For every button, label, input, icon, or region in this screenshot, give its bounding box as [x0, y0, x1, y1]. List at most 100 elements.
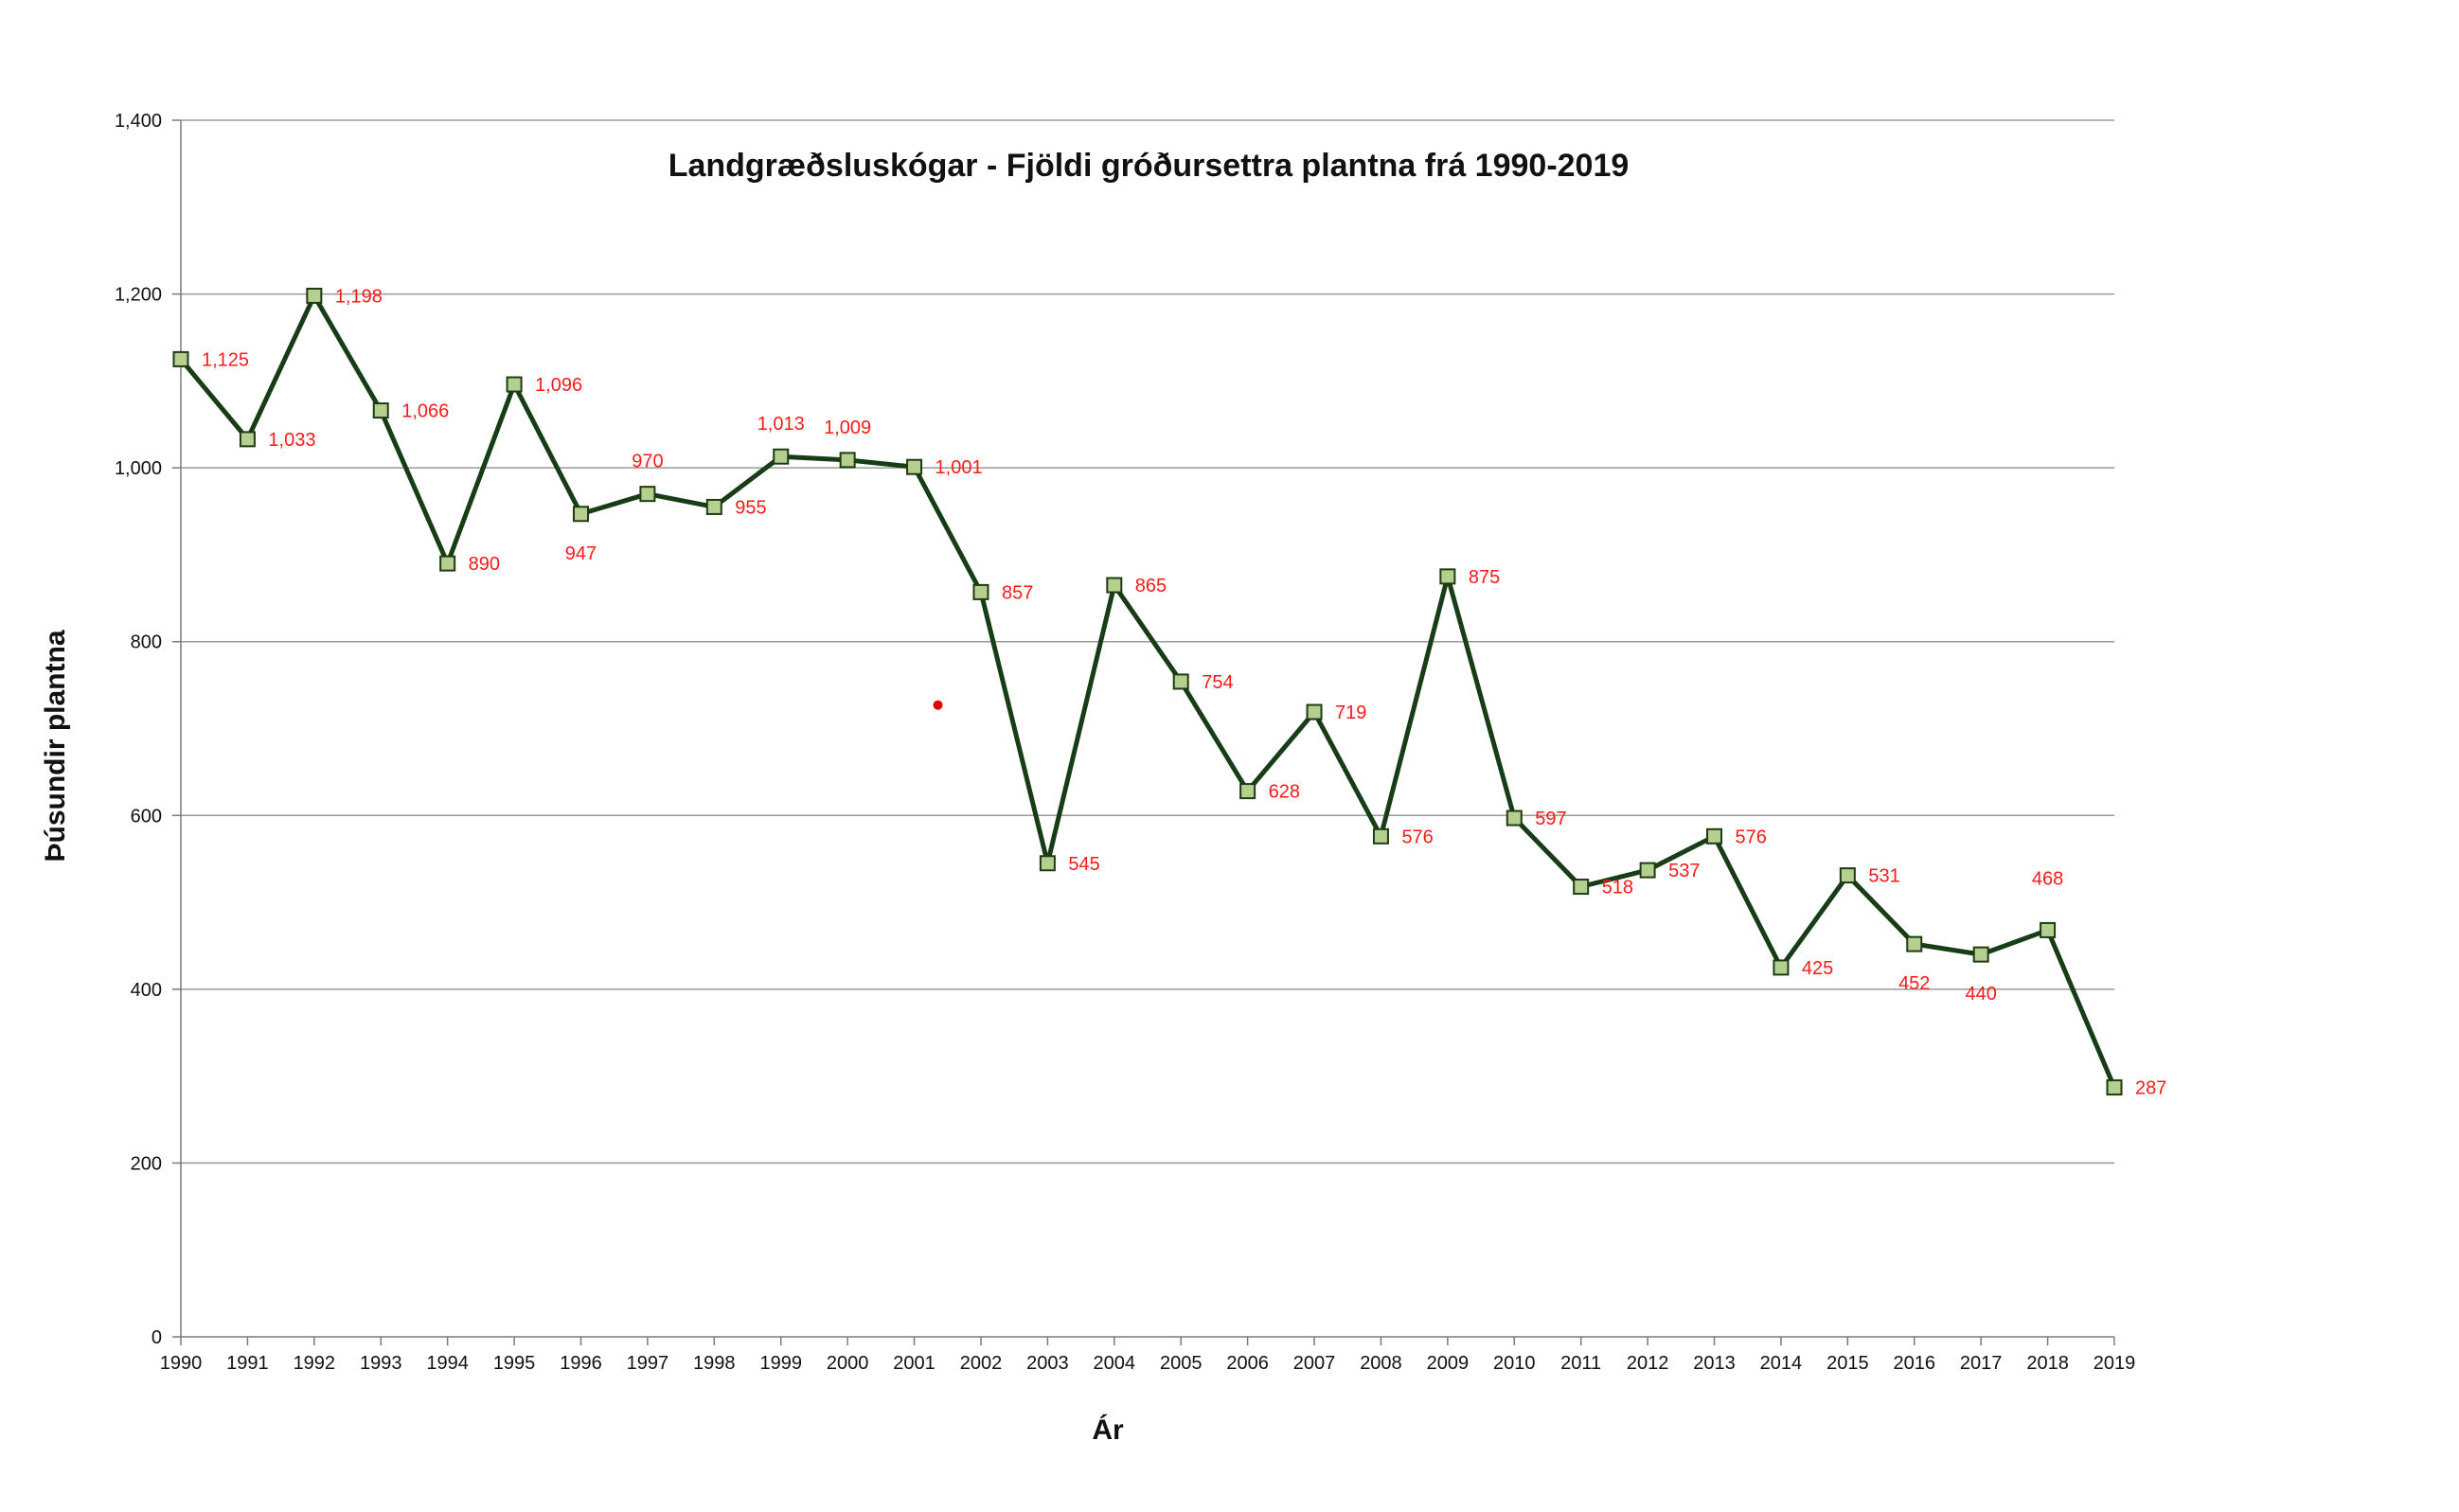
x-tick-label: 2012 — [1627, 1353, 1669, 1374]
x-tick-label: 2013 — [1693, 1353, 1736, 1374]
x-tick-label: 1991 — [226, 1353, 269, 1374]
x-tick-label: 1993 — [360, 1353, 402, 1374]
axes — [172, 119, 2115, 1345]
data-label: 537 — [1668, 861, 1700, 881]
x-tick-label: 2010 — [1493, 1353, 1536, 1374]
y-tick-label: 400 — [131, 980, 162, 1001]
data-label: 287 — [2135, 1078, 2166, 1099]
y-tick-label: 1,200 — [115, 285, 162, 306]
data-label: 719 — [1335, 703, 1366, 723]
data-label: 875 — [1469, 567, 1500, 588]
data-label: 947 — [565, 543, 597, 564]
x-tick-label: 2011 — [1560, 1353, 1601, 1374]
data-label: 628 — [1269, 782, 1300, 803]
x-tick-label: 2004 — [1094, 1353, 1136, 1374]
data-label: 1,009 — [824, 418, 871, 438]
y-tick-label: 0 — [151, 1327, 162, 1348]
data-label: 857 — [1002, 582, 1033, 603]
x-axis-title: Ár — [1092, 1414, 1124, 1446]
x-tick-label: 1997 — [627, 1353, 669, 1374]
data-point-marker — [1172, 673, 1189, 690]
x-tick-label: 2006 — [1226, 1353, 1269, 1374]
data-point-marker — [306, 287, 323, 304]
data-point-marker — [439, 555, 456, 572]
data-label: 1,066 — [401, 401, 449, 422]
series-line — [179, 293, 2117, 1089]
data-label: 545 — [1068, 854, 1099, 875]
data-point-marker — [572, 506, 589, 523]
data-label: 576 — [1401, 827, 1433, 847]
x-tick-label: 2014 — [1760, 1353, 1803, 1374]
y-axis-title: Þúsundir plantna — [40, 630, 71, 862]
data-point-marker — [1839, 867, 1856, 884]
chart-title: Landgræðsluskógar - Fjöldi gróðursettra … — [668, 148, 1630, 184]
data-point-marker — [972, 583, 989, 600]
data-label: 468 — [2032, 868, 2063, 889]
data-point-marker — [773, 448, 790, 465]
data-point-marker — [2040, 921, 2057, 938]
x-tick-label: 1990 — [160, 1353, 203, 1374]
x-tick-label: 1999 — [759, 1353, 802, 1374]
x-tick-label: 1996 — [560, 1353, 602, 1374]
x-tick-label: 2007 — [1293, 1353, 1336, 1374]
data-point-marker — [1506, 809, 1523, 827]
data-label: 576 — [1736, 827, 1767, 847]
y-tick-label: 1,000 — [115, 458, 162, 479]
data-label: 890 — [469, 554, 500, 575]
data-point-marker — [839, 452, 856, 469]
data-point-marker — [1573, 879, 1590, 896]
data-point-marker — [239, 431, 256, 448]
x-tick-labels: 1990 1991 1992 1993 1994 1995 1996 1997 1998 1999… — [160, 1353, 2136, 1374]
data-label: 1,013 — [757, 414, 805, 435]
series-line-group — [179, 293, 2117, 1089]
data-label: 865 — [1135, 576, 1167, 596]
data-label: 1,125 — [202, 349, 249, 370]
x-tick-label: 2000 — [827, 1353, 869, 1374]
marker-group — [172, 287, 2123, 1096]
data-point-marker — [705, 498, 722, 515]
data-point-marker — [1106, 577, 1123, 594]
x-tick-label: 2015 — [1826, 1353, 1869, 1374]
data-point-marker — [172, 350, 189, 367]
data-point-marker — [1706, 827, 1723, 845]
data-label: 1,198 — [335, 286, 383, 307]
data-point-marker — [1039, 855, 1056, 872]
data-label: 1,096 — [535, 375, 582, 396]
y-tick-label: 800 — [131, 632, 162, 653]
y-tick-labels: 0 200 400 600 800 1,000 1,200 1,400 — [115, 111, 162, 1348]
data-label: 1,033 — [268, 430, 315, 451]
data-point-marker — [372, 402, 389, 419]
data-label: 425 — [1802, 958, 1833, 979]
data-label: 1,001 — [935, 457, 983, 478]
data-point-marker — [1239, 783, 1256, 800]
x-tick-label: 1994 — [426, 1353, 469, 1374]
x-tick-label: 2001 — [893, 1353, 935, 1374]
data-label: 440 — [1965, 984, 1996, 1005]
x-tick-label: 1995 — [493, 1353, 536, 1374]
x-tick-label: 2018 — [2026, 1353, 2069, 1374]
data-label: 518 — [1602, 878, 1633, 898]
data-label: 970 — [632, 452, 663, 472]
y-tick-label: 200 — [131, 1153, 162, 1174]
x-tick-label: 2016 — [1894, 1353, 1936, 1374]
data-point-marker — [1439, 568, 1456, 585]
data-point-marker — [1639, 862, 1656, 879]
annotation-group — [933, 700, 943, 710]
x-tick-label: 2019 — [2094, 1353, 2136, 1374]
gridlines — [181, 119, 2114, 1165]
x-tick-label: 2017 — [1960, 1353, 2003, 1374]
x-tick-label: 2003 — [1026, 1353, 1069, 1374]
data-point-marker — [1906, 935, 1923, 952]
data-label-group: 1,125 1,033 1,198 1,066 890 1,096 947 970 955 1,0… — [202, 286, 2166, 1098]
data-label: 597 — [1535, 809, 1566, 829]
data-label: 754 — [1202, 672, 1233, 693]
x-tick-label: 1992 — [294, 1353, 336, 1374]
data-label: 452 — [1898, 973, 1930, 994]
data-point-marker — [906, 458, 923, 475]
y-tick-label: 1,400 — [115, 111, 162, 132]
stray-dot — [933, 700, 943, 710]
data-point-marker — [1972, 946, 1989, 963]
data-label: 955 — [735, 497, 766, 518]
